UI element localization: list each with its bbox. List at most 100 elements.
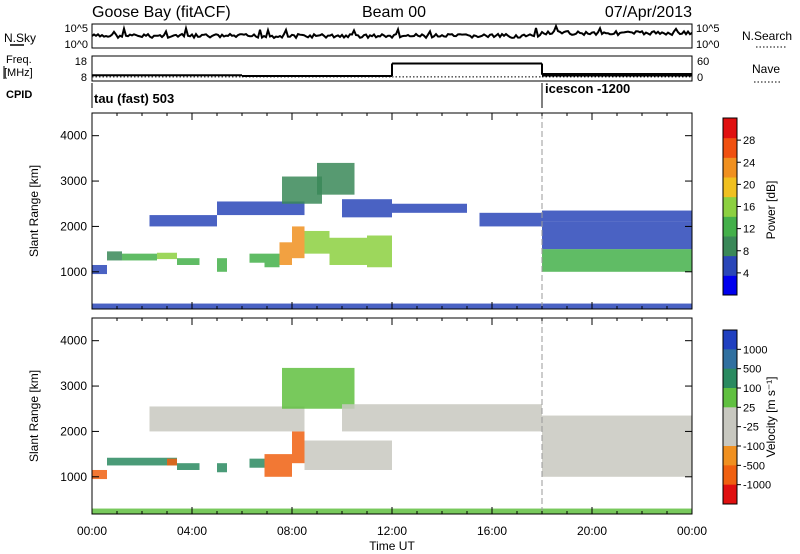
- power-region-17: [342, 199, 392, 218]
- velocity-colorbar-label: Velocity [m s⁻¹]: [764, 376, 778, 457]
- power-ytick-1: 2000: [60, 219, 87, 233]
- nsearch-tick-bottom: 10^0: [696, 39, 720, 51]
- power-colorbar-swatch-8: [723, 118, 737, 139]
- velocity-ytick-1: 2000: [60, 424, 87, 438]
- power-colorbar-swatch-5: [723, 177, 737, 198]
- power-colorbar-swatch-0: [723, 275, 737, 296]
- power-colorbar-tick-4: 20: [743, 179, 755, 191]
- nsky-tick-top: 10^5: [64, 23, 88, 35]
- power-colorbar-swatch-2: [723, 236, 737, 257]
- velocity-colorbar-swatch-8: [723, 484, 737, 505]
- power-colorbar-tick-2: 12: [743, 224, 755, 236]
- power-colorbar-swatch-7: [723, 137, 737, 158]
- power-region-12: [367, 235, 392, 268]
- power-colorbar-tick-1: 8: [743, 246, 749, 258]
- velocity-colorbar-swatch-6: [723, 446, 737, 466]
- velocity-region-6: [264, 454, 292, 477]
- power-colorbar: 4 8 12 16 20 24 28 Power [dB]: [722, 117, 778, 296]
- cpid-mode-1: tau (fast) 503: [94, 91, 174, 106]
- station-title: Goose Bay (fitACF): [92, 4, 231, 21]
- velocity-colorbar-swatch-7: [723, 465, 737, 486]
- power-colorbar-swatch-3: [723, 216, 737, 237]
- velocity-colorbar-tick-2: 100: [743, 383, 761, 395]
- nsky-label: N.Sky: [4, 31, 36, 45]
- power-colorbar-tick-6: 28: [743, 135, 755, 147]
- power-ytick-2: 3000: [60, 174, 87, 188]
- power-colorbar-swatch-4: [723, 196, 737, 217]
- time-tick-6: 00:00: [677, 524, 707, 538]
- velocity-region-3: [177, 463, 200, 470]
- freq-noise-band: [542, 73, 692, 77]
- velocity-ytick-0: 1000: [60, 470, 87, 484]
- velocity-region-9: [149, 406, 305, 432]
- velocity-region-1: [107, 457, 177, 466]
- nsearch-label: N.Search: [742, 29, 792, 43]
- power-colorbar-tick-0: 4: [743, 268, 749, 280]
- power-ytick-3: 4000: [60, 129, 87, 143]
- power-region-4: [177, 258, 200, 265]
- power-region-11: [329, 237, 367, 265]
- power-region-10: [304, 230, 330, 254]
- freq-tick-top: 18: [75, 56, 87, 68]
- velocity-region-12: [542, 415, 692, 477]
- power-colorbar-tick-5: 24: [743, 157, 755, 169]
- power-colorbar-swatch-6: [723, 157, 737, 178]
- velocity-colorbar-swatch-4: [723, 407, 737, 428]
- power-region-5: [217, 258, 227, 272]
- nsky-panel: N.Sky 10^5 10^0 10^5 10^0 N.Search: [4, 23, 792, 51]
- velocity-region-8: [304, 440, 392, 470]
- velocity-ytick-3: 4000: [60, 334, 87, 348]
- velocity-region-5: [249, 458, 265, 468]
- power-region-14: [217, 201, 305, 216]
- velocity-colorbar-tick-7: -1000: [743, 480, 771, 492]
- nave-tick-top: 60: [697, 56, 709, 68]
- power-region-1: [107, 251, 122, 261]
- power-colorbar-tick-3: 16: [743, 202, 755, 214]
- power-region-22: [542, 210, 692, 222]
- power-region-21: [542, 221, 692, 250]
- velocity-colorbar-swatch-5: [723, 426, 737, 447]
- power-region-7: [264, 253, 280, 268]
- velocity-colorbar-tick-0: 1000: [743, 344, 767, 356]
- power-region-9: [292, 226, 305, 259]
- power-region-20: [542, 249, 692, 272]
- power-panel: 1000 2000 3000 4000 Slant Range [km]: [27, 112, 693, 310]
- velocity-colorbar-swatch-1: [723, 349, 737, 370]
- power-region-0: [92, 264, 107, 275]
- freq-panel: Freq. [MHz] 18 8 60 0 Nave: [3, 54, 780, 84]
- velocity-region-4: [217, 463, 227, 473]
- velocity-region-2: [167, 458, 177, 466]
- velocity-colorbar-swatch-0: [723, 330, 737, 350]
- velocity-ytick-2: 3000: [60, 379, 87, 393]
- power-region-15: [282, 176, 322, 204]
- power-region-3: [157, 252, 177, 260]
- power-ytick-0: 1000: [60, 265, 87, 279]
- time-tick-5: 20:00: [577, 524, 607, 538]
- velocity-region-7: [292, 431, 305, 464]
- velocity-colorbar-swatch-3: [723, 388, 737, 408]
- cpid-label: CPID: [6, 89, 32, 101]
- freq-unit-label: [MHz]: [4, 67, 33, 79]
- power-region-18: [392, 203, 467, 213]
- power-region-2: [122, 253, 157, 261]
- time-tick-4: 16:00: [477, 524, 507, 538]
- time-tick-1: 04:00: [177, 524, 207, 538]
- power-colorbar-label: Power [dB]: [764, 181, 778, 240]
- cpid-panel: CPID tau (fast) 503 icescon -1200: [6, 81, 630, 108]
- velocity-region-0: [92, 469, 107, 480]
- velocity-colorbar-tick-6: -500: [743, 460, 765, 472]
- nsearch-tick-top: 10^5: [696, 23, 720, 35]
- nave-tick-bottom: 0: [697, 72, 703, 84]
- velocity-region-10: [282, 367, 355, 409]
- velocity-colorbar-tick-1: 500: [743, 364, 761, 376]
- nsky-trace: [91, 23, 693, 40]
- power-region-8: [279, 242, 292, 265]
- velocity-colorbar-swatch-2: [723, 368, 737, 389]
- time-tick-0: 00:00: [77, 524, 107, 538]
- velocity-region-11: [342, 404, 542, 432]
- freq-tick-bottom: 8: [81, 72, 87, 84]
- power-colorbar-swatch-1: [723, 255, 737, 276]
- velocity-colorbar: 1000 500 100 25 -25 -100 -500 -1000 Velocity [m…: [722, 329, 778, 505]
- power-region-19: [479, 212, 542, 227]
- power-region-13: [149, 215, 217, 227]
